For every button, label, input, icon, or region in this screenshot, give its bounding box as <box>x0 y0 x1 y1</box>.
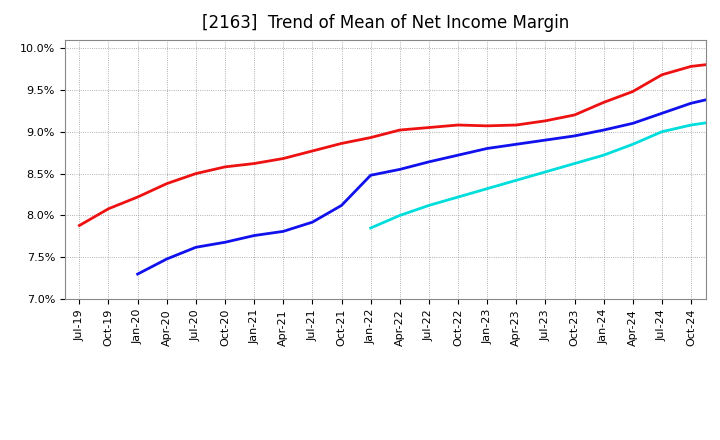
3 Years <box>337 141 346 146</box>
7 Years <box>395 213 404 218</box>
Line: 7 Years: 7 Years <box>371 121 720 228</box>
7 Years <box>687 122 696 128</box>
3 Years <box>570 112 579 117</box>
3 Years <box>687 64 696 69</box>
3 Years <box>133 194 142 200</box>
3 Years <box>250 161 258 166</box>
3 Years <box>454 122 462 128</box>
3 Years <box>629 89 637 94</box>
7 Years <box>483 186 492 191</box>
5 Years <box>337 203 346 208</box>
5 Years <box>512 142 521 147</box>
5 Years <box>425 159 433 165</box>
5 Years <box>629 121 637 126</box>
7 Years <box>570 161 579 166</box>
7 Years <box>425 203 433 208</box>
Title: [2163]  Trend of Mean of Net Income Margin: [2163] Trend of Mean of Net Income Margi… <box>202 15 569 33</box>
5 Years <box>599 128 608 133</box>
5 Years <box>163 257 171 262</box>
5 Years <box>395 167 404 172</box>
Line: 5 Years: 5 Years <box>138 90 720 274</box>
3 Years <box>104 206 113 211</box>
7 Years <box>716 118 720 124</box>
7 Years <box>599 153 608 158</box>
5 Years <box>250 233 258 238</box>
5 Years <box>716 94 720 99</box>
5 Years <box>220 240 229 245</box>
3 Years <box>395 128 404 133</box>
7 Years <box>512 178 521 183</box>
5 Years <box>308 220 317 225</box>
3 Years <box>163 181 171 186</box>
3 Years <box>366 135 375 140</box>
3 Years <box>599 100 608 105</box>
5 Years <box>483 146 492 151</box>
5 Years <box>657 110 666 116</box>
3 Years <box>425 125 433 130</box>
5 Years <box>454 153 462 158</box>
3 Years <box>279 156 287 161</box>
7 Years <box>657 129 666 134</box>
7 Years <box>454 194 462 200</box>
7 Years <box>541 169 550 175</box>
3 Years <box>192 171 200 176</box>
3 Years <box>541 118 550 124</box>
5 Years <box>687 101 696 106</box>
5 Years <box>192 245 200 250</box>
3 Years <box>512 122 521 128</box>
5 Years <box>570 133 579 139</box>
5 Years <box>366 172 375 178</box>
3 Years <box>220 164 229 169</box>
5 Years <box>541 137 550 143</box>
7 Years <box>366 225 375 231</box>
Line: 3 Years: 3 Years <box>79 63 720 226</box>
3 Years <box>716 60 720 66</box>
7 Years <box>629 142 637 147</box>
3 Years <box>657 72 666 77</box>
5 Years <box>133 271 142 277</box>
3 Years <box>308 148 317 154</box>
3 Years <box>483 123 492 128</box>
5 Years <box>279 229 287 234</box>
3 Years <box>75 223 84 228</box>
